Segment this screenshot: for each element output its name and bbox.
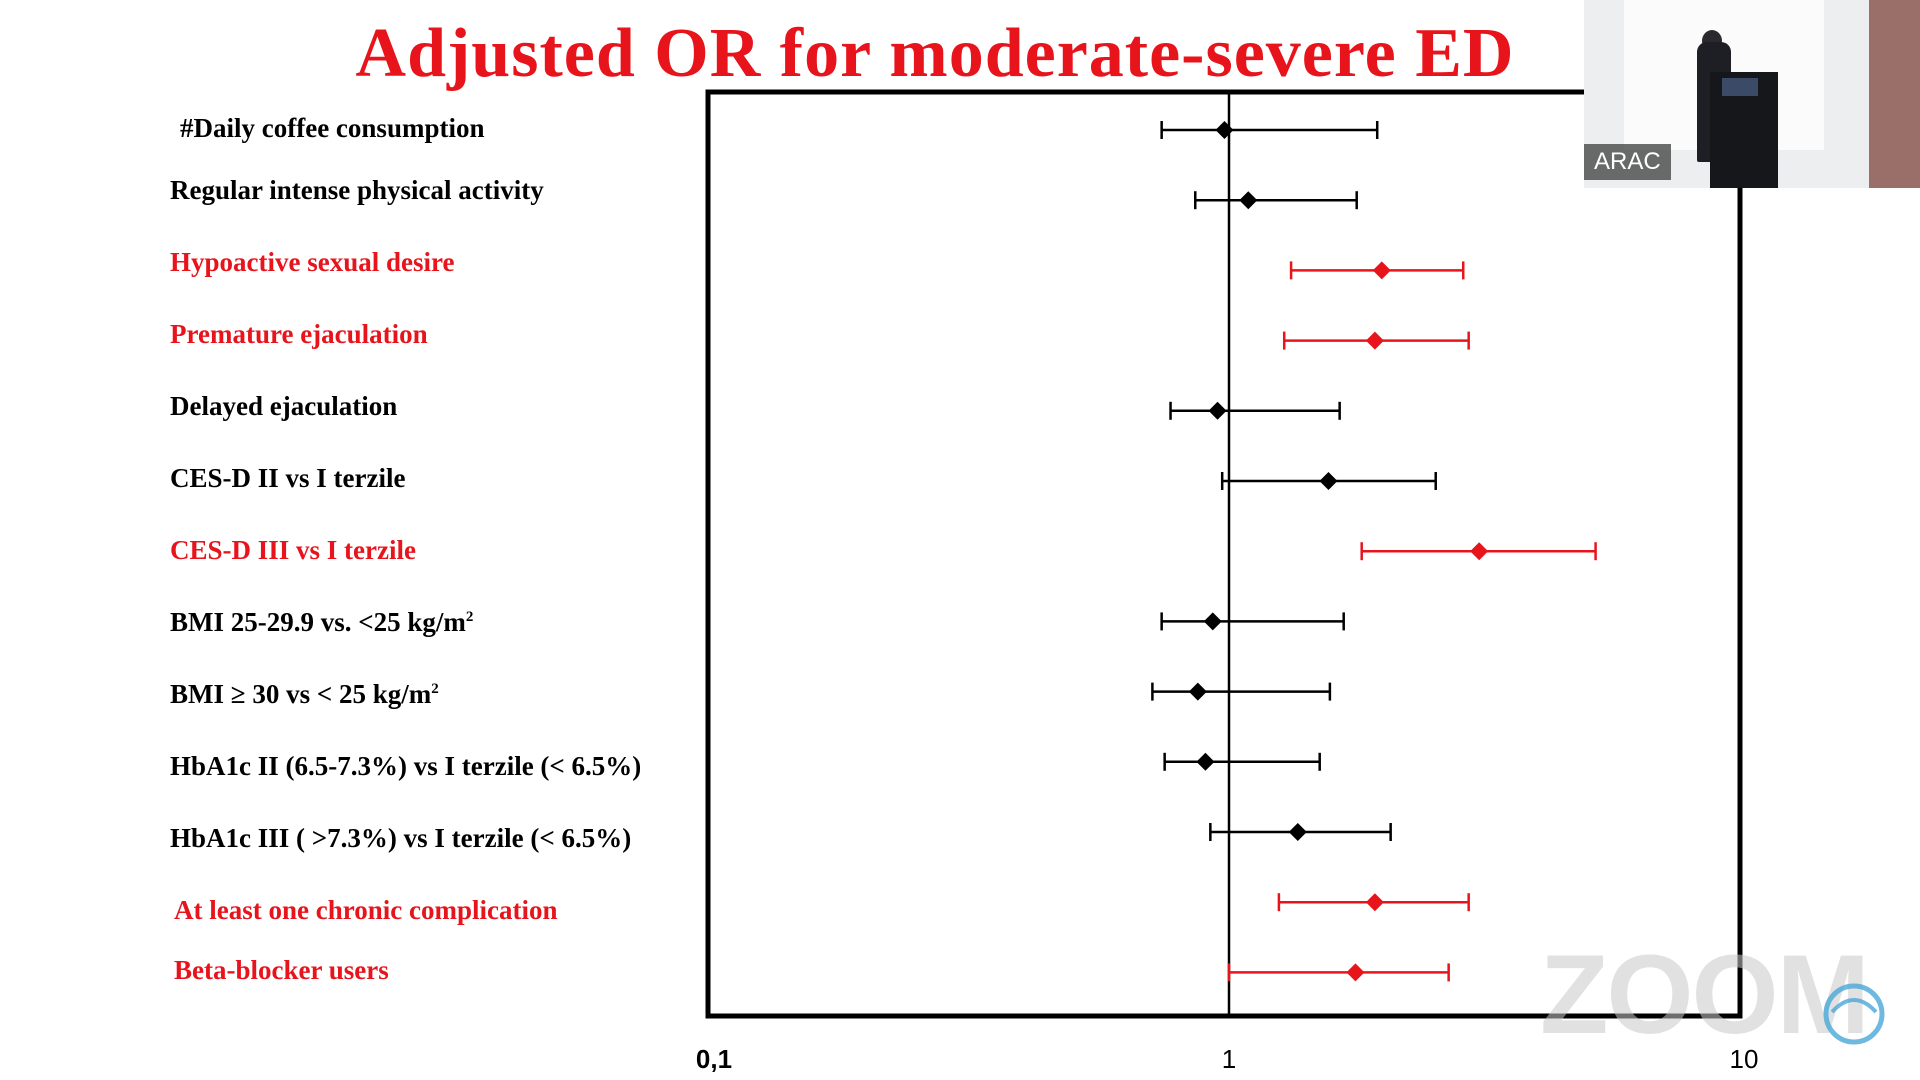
or-point-marker xyxy=(1365,893,1384,912)
row-label-text: Delayed ejaculation xyxy=(170,391,398,421)
row-label-text: BMI ≥ 30 vs < 25 kg/m xyxy=(170,679,432,709)
or-point-marker xyxy=(1319,472,1338,490)
or-point-marker xyxy=(1346,963,1365,982)
row-label-superscript: 2 xyxy=(465,609,474,625)
row-label: HbA1c II (6.5-7.3%) vs I terzile (< 6.5%… xyxy=(170,751,641,782)
or-point-marker xyxy=(1372,261,1391,280)
row-label-text: CES-D II vs I terzile xyxy=(170,463,406,493)
row-label-text: CES-D III vs I terzile xyxy=(170,535,416,565)
or-point-marker xyxy=(1196,752,1215,771)
row-label: Delayed ejaculation xyxy=(170,391,397,422)
row-label: HbA1c III ( >7.3%) vs I terzile (< 6.5%) xyxy=(170,823,631,854)
or-point-marker xyxy=(1470,542,1489,561)
or-point-marker xyxy=(1239,191,1258,210)
row-labels: #Daily coffee consumption Regular intense… xyxy=(0,0,700,1080)
row-label: Hypoactive sexual desire xyxy=(170,247,454,278)
row-label-text: #Daily coffee consumption xyxy=(180,113,485,143)
row-label: Beta-blocker users xyxy=(174,955,389,986)
participant-name-label: ARAC xyxy=(1584,144,1671,180)
plot-frame xyxy=(705,89,1743,1019)
row-label: BMI ≥ 30 vs < 25 kg/m2 xyxy=(170,679,439,710)
row-label: CES-D III vs I terzile xyxy=(170,535,416,566)
curtain xyxy=(1869,0,1920,188)
or-point-marker xyxy=(1203,612,1222,631)
row-label-text: HbA1c III ( >7.3%) vs I terzile (< 6.5%) xyxy=(170,823,632,853)
row-label-text: Hypoactive sexual desire xyxy=(170,247,455,277)
or-point-marker xyxy=(1288,823,1307,841)
row-label-text: Beta-blocker users xyxy=(174,955,389,985)
x-tick-label: 10 xyxy=(1730,1044,1759,1074)
row-label-text: Regular intense physical activity xyxy=(170,175,544,205)
or-point-marker xyxy=(1208,401,1227,420)
x-tick-label: 0,1 xyxy=(696,1044,732,1074)
x-tick-label: 1 xyxy=(1222,1044,1236,1074)
row-label: At least one chronic complication xyxy=(174,895,557,926)
row-label-superscript: 2 xyxy=(431,681,439,697)
podium-screen xyxy=(1722,78,1758,96)
or-point-marker xyxy=(1215,121,1234,139)
row-label: CES-D II vs I terzile xyxy=(170,463,405,494)
or-point-marker xyxy=(1365,331,1384,350)
row-label: #Daily coffee consumption xyxy=(180,113,484,144)
row-label: Regular intense physical activity xyxy=(170,175,544,206)
row-label-text: HbA1c II (6.5-7.3%) vs I terzile (< 6.5%… xyxy=(170,751,642,781)
row-label-text: BMI 25-29.9 vs. <25 kg/m xyxy=(170,607,466,637)
zoom-watermark: ZOOM xyxy=(1540,932,1870,1057)
chart-title: Adjusted OR for moderate-severe ED xyxy=(355,15,1515,92)
row-label: BMI 25-29.9 vs. <25 kg/m2 xyxy=(170,607,473,638)
row-label-text: Premature ejaculation xyxy=(170,319,428,349)
row-label: Premature ejaculation xyxy=(170,319,428,350)
speaker-video-thumbnail[interactable]: ARAC xyxy=(1584,0,1920,188)
row-label-text: At least one chronic complication xyxy=(174,895,558,925)
society-logo-icon xyxy=(1823,983,1885,1045)
or-point-marker xyxy=(1188,682,1207,701)
